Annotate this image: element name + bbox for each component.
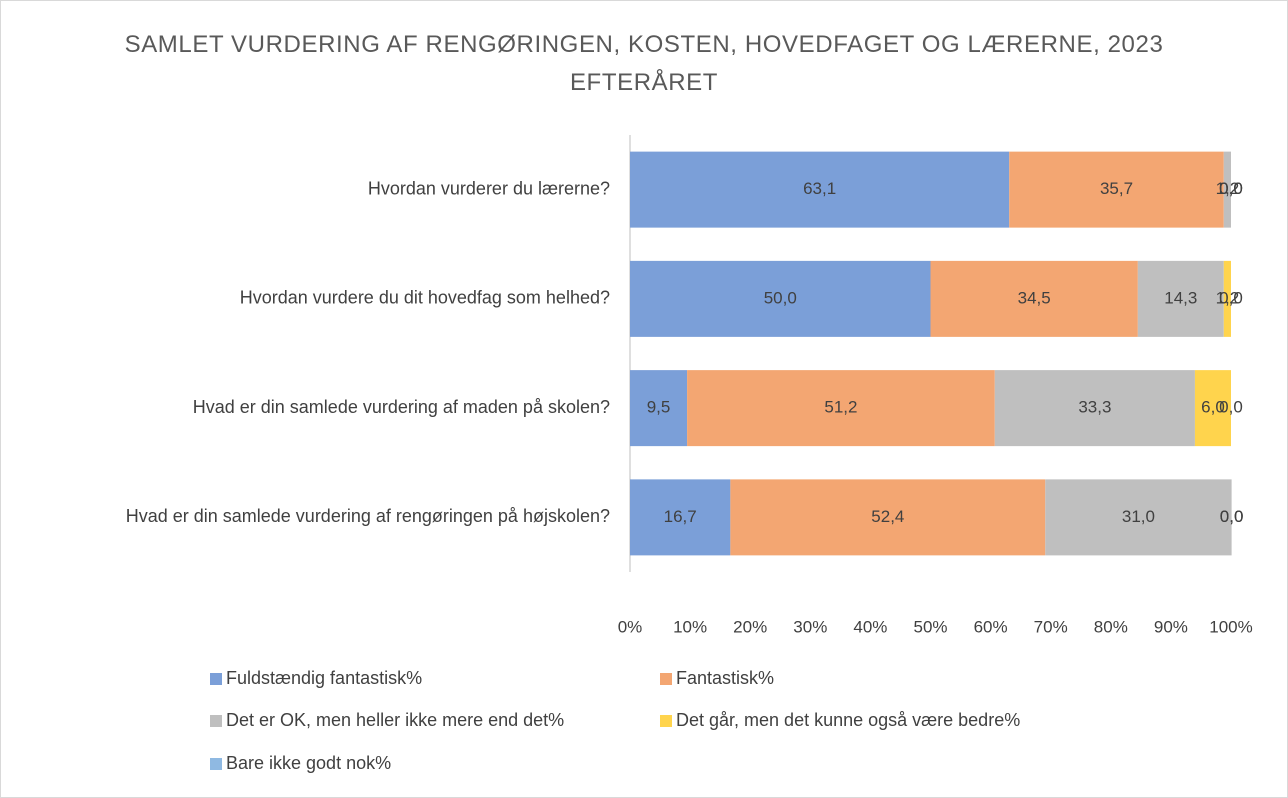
x-tick-label: 50% <box>913 617 947 636</box>
bar-segment <box>1045 479 1232 556</box>
data-label: 35,7 <box>1100 179 1133 198</box>
x-tick-label: 90% <box>1154 617 1188 636</box>
data-label: 0,0 <box>1220 507 1244 526</box>
data-label: 16,7 <box>664 507 697 526</box>
category-label: Hvad er din samlede vurdering af rengøri… <box>126 506 610 526</box>
bar-segment <box>1223 260 1231 337</box>
data-label: 1,2 <box>1216 179 1240 198</box>
legend-swatch <box>210 758 222 770</box>
data-label: 51,2 <box>824 398 857 417</box>
x-tick-label: 80% <box>1094 617 1128 636</box>
data-label: 63,1 <box>803 179 836 198</box>
data-label: 9,5 <box>647 398 671 417</box>
legend-label: Fuldstændig fantastisk% <box>226 668 422 688</box>
data-label: 6,0 <box>1201 398 1225 417</box>
legend-label: Fantastisk% <box>676 668 774 688</box>
bar-segment <box>730 479 1046 556</box>
legend-swatch <box>660 673 672 685</box>
bar-segment <box>630 260 931 337</box>
legend-label: Det er OK, men heller ikke mere end det% <box>226 710 564 730</box>
bar-segment <box>1194 370 1231 447</box>
data-label: 0,0 <box>1219 179 1243 198</box>
x-tick-label: 20% <box>733 617 767 636</box>
x-tick-label: 100% <box>1209 617 1252 636</box>
x-tick-label: 70% <box>1034 617 1068 636</box>
data-label: 1,2 <box>1216 288 1240 307</box>
x-tick-label: 10% <box>673 617 707 636</box>
data-label: 50,0 <box>764 288 797 307</box>
data-label: 14,3 <box>1164 288 1197 307</box>
data-label: 34,5 <box>1018 288 1051 307</box>
category-label: Hvad er din samlede vurdering af maden p… <box>193 397 610 417</box>
category-label: Hvordan vurdere du dit hovedfag som helh… <box>240 288 610 308</box>
legend-label: Bare ikke godt nok% <box>226 753 391 773</box>
bar-segment <box>687 370 995 447</box>
bar-segment <box>1137 260 1224 337</box>
data-label: 0,0 <box>1220 507 1244 526</box>
data-label: 31,0 <box>1122 507 1155 526</box>
legend-swatch <box>210 673 222 685</box>
bar-segment <box>630 370 688 447</box>
chart-title: SAMLET VURDERING AF RENGØRINGEN, KOSTEN,… <box>124 31 1164 96</box>
data-label: 0,0 <box>1219 288 1243 307</box>
bar-segment <box>1009 151 1224 228</box>
x-tick-label: 30% <box>793 617 827 636</box>
legend-swatch <box>660 715 672 727</box>
data-label: 0,0 <box>1219 179 1243 198</box>
bar-segment <box>994 370 1195 447</box>
legend-label: Det går, men det kunne også være bedre% <box>676 710 1020 730</box>
x-tick-label: 0% <box>618 617 643 636</box>
x-tick-label: 60% <box>974 617 1008 636</box>
bar-segment <box>1223 151 1231 228</box>
bar-segment <box>630 479 731 556</box>
bar-segment <box>630 151 1010 228</box>
category-label: Hvordan vurderer du lærerne? <box>368 178 610 198</box>
data-label: 0,0 <box>1219 398 1243 417</box>
data-label: 33,3 <box>1078 398 1111 417</box>
x-tick-label: 40% <box>853 617 887 636</box>
legend-swatch <box>210 715 222 727</box>
data-label: 52,4 <box>871 507 904 526</box>
bar-segment <box>930 260 1138 337</box>
